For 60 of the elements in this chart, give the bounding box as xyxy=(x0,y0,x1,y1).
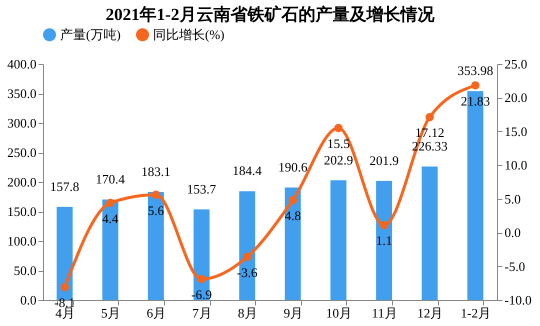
y2-tick-label: 5.0 xyxy=(504,191,521,206)
data-label: 353.98 xyxy=(457,63,494,78)
y2-tick-label: 25.0 xyxy=(504,56,528,72)
data-label: 4.8 xyxy=(284,208,301,224)
x-tick-label: 5月 xyxy=(101,306,121,320)
y2-tick-label: 15.0 xyxy=(504,124,528,139)
bar xyxy=(102,199,118,300)
bar xyxy=(376,180,392,300)
y2-tick-label: -10.0 xyxy=(504,292,532,308)
x-tick-label: 10月 xyxy=(326,306,352,320)
data-label: 184.4 xyxy=(232,163,262,178)
y2-tick-label: -5.0 xyxy=(504,258,526,274)
point xyxy=(152,190,160,199)
y-tick-label: 150.0 xyxy=(7,204,36,219)
y-tick-label: 0.0 xyxy=(20,292,36,308)
x-tick-label: 8月 xyxy=(238,306,258,320)
data-label: 183.1 xyxy=(141,164,171,179)
bar xyxy=(284,188,301,300)
y2-tick-label: 0.0 xyxy=(504,225,521,240)
data-label: 170.4 xyxy=(96,171,126,186)
data-label: 201.9 xyxy=(369,152,399,168)
point xyxy=(426,112,434,122)
data-label: 157.8 xyxy=(50,178,80,194)
x-tick-label: 9月 xyxy=(284,306,304,320)
bar xyxy=(422,166,438,300)
bar xyxy=(148,192,164,300)
y-tick-label: 50.0 xyxy=(14,263,36,278)
legend-label: 产量(万吨) xyxy=(60,26,121,42)
point xyxy=(197,274,206,284)
point xyxy=(471,81,480,90)
y-tick-label: 300.0 xyxy=(7,116,36,130)
data-label: 1.1 xyxy=(376,233,392,248)
data-label: 5.6 xyxy=(148,202,165,218)
x-tick-label: 12月 xyxy=(417,306,444,320)
bar xyxy=(330,180,346,300)
x-tick-label: 11月 xyxy=(372,306,398,320)
y2-tick-label: 10.0 xyxy=(504,158,528,173)
x-tick-label: 7月 xyxy=(192,306,212,320)
data-label: 202.9 xyxy=(324,152,354,168)
point xyxy=(288,196,297,204)
data-label: 153.7 xyxy=(186,181,217,196)
y-tick-label: 250.0 xyxy=(7,145,36,160)
y2-tick-label: 20.0 xyxy=(504,90,528,106)
x-tick-label: 6月 xyxy=(146,306,166,320)
point xyxy=(334,124,343,132)
point xyxy=(243,252,252,262)
data-label: 190.6 xyxy=(278,160,308,175)
data-label: 4.4 xyxy=(102,210,119,226)
y-tick-label: 200.0 xyxy=(7,174,36,190)
point xyxy=(380,220,388,230)
y-tick-label: 100.0 xyxy=(7,234,36,248)
point xyxy=(60,283,69,292)
point xyxy=(106,198,114,208)
data-label: 15.5 xyxy=(327,136,350,152)
y-tick-label: 350.0 xyxy=(7,86,36,101)
y-tick-label: 400.0 xyxy=(7,56,36,72)
legend-label: 同比增长(%) xyxy=(153,26,224,42)
x-tick-label: 1-2月 xyxy=(460,306,491,320)
bar xyxy=(56,206,73,300)
chart-title: 2021年1-2月云南省铁矿石的产量及增长情况 xyxy=(106,5,436,24)
